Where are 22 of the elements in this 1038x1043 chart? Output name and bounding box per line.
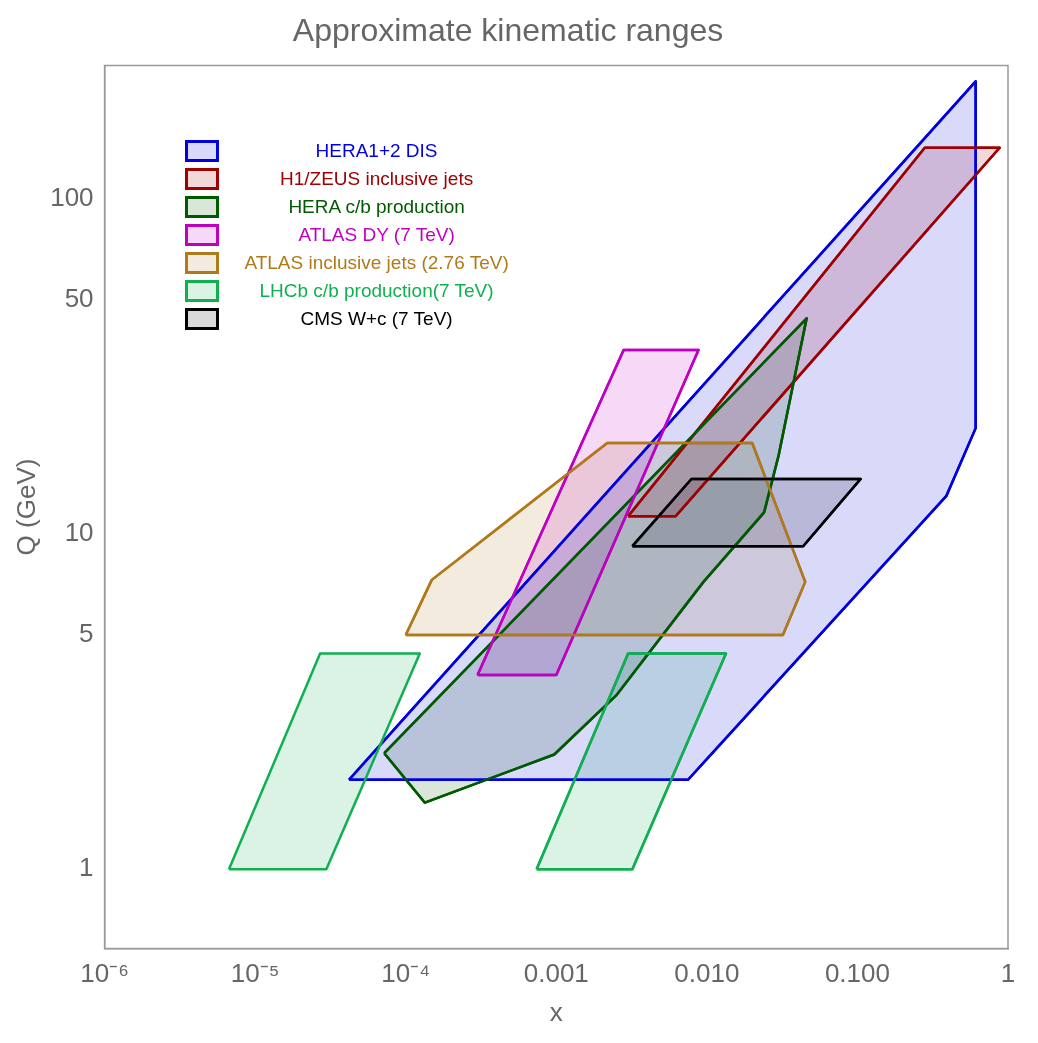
x-tick-label: 0.010 [674, 958, 740, 989]
x-tick-label: 1 [1000, 958, 1016, 989]
x-tick-label: 0.001 [523, 958, 589, 989]
text: HERA1+2 DIS [314, 140, 439, 163]
y-tick-label: 10 [64, 517, 94, 548]
text: H1/ZEUS inclusive jets [278, 168, 475, 191]
x-tick-label: 10⁻⁵ [230, 958, 280, 989]
text: CMS W+c (7 TeV) [299, 308, 454, 331]
y-tick-label: 5 [79, 618, 94, 649]
legend-label: LHCb c/b production(7 TeV) [258, 280, 495, 303]
text: HERA c/b production [287, 196, 466, 219]
legend-label: ATLAS inclusive jets (2.76 TeV) [243, 252, 510, 275]
x-tick-label: 10⁻⁶ [80, 958, 129, 989]
chart-title: Approximate kinematic ranges [292, 12, 724, 49]
y-tick-label: 50 [64, 282, 94, 313]
x-axis-title: x [549, 996, 563, 1027]
x-tick-label: 0.100 [824, 958, 890, 989]
text: ATLAS DY (7 TeV) [297, 224, 456, 247]
x-tick-label: 10⁻⁴ [381, 958, 431, 989]
y-tick-label: 100 [50, 181, 94, 212]
y-tick-label: 1 [79, 852, 94, 883]
y-axis-title: Q (GeV) [10, 458, 41, 556]
